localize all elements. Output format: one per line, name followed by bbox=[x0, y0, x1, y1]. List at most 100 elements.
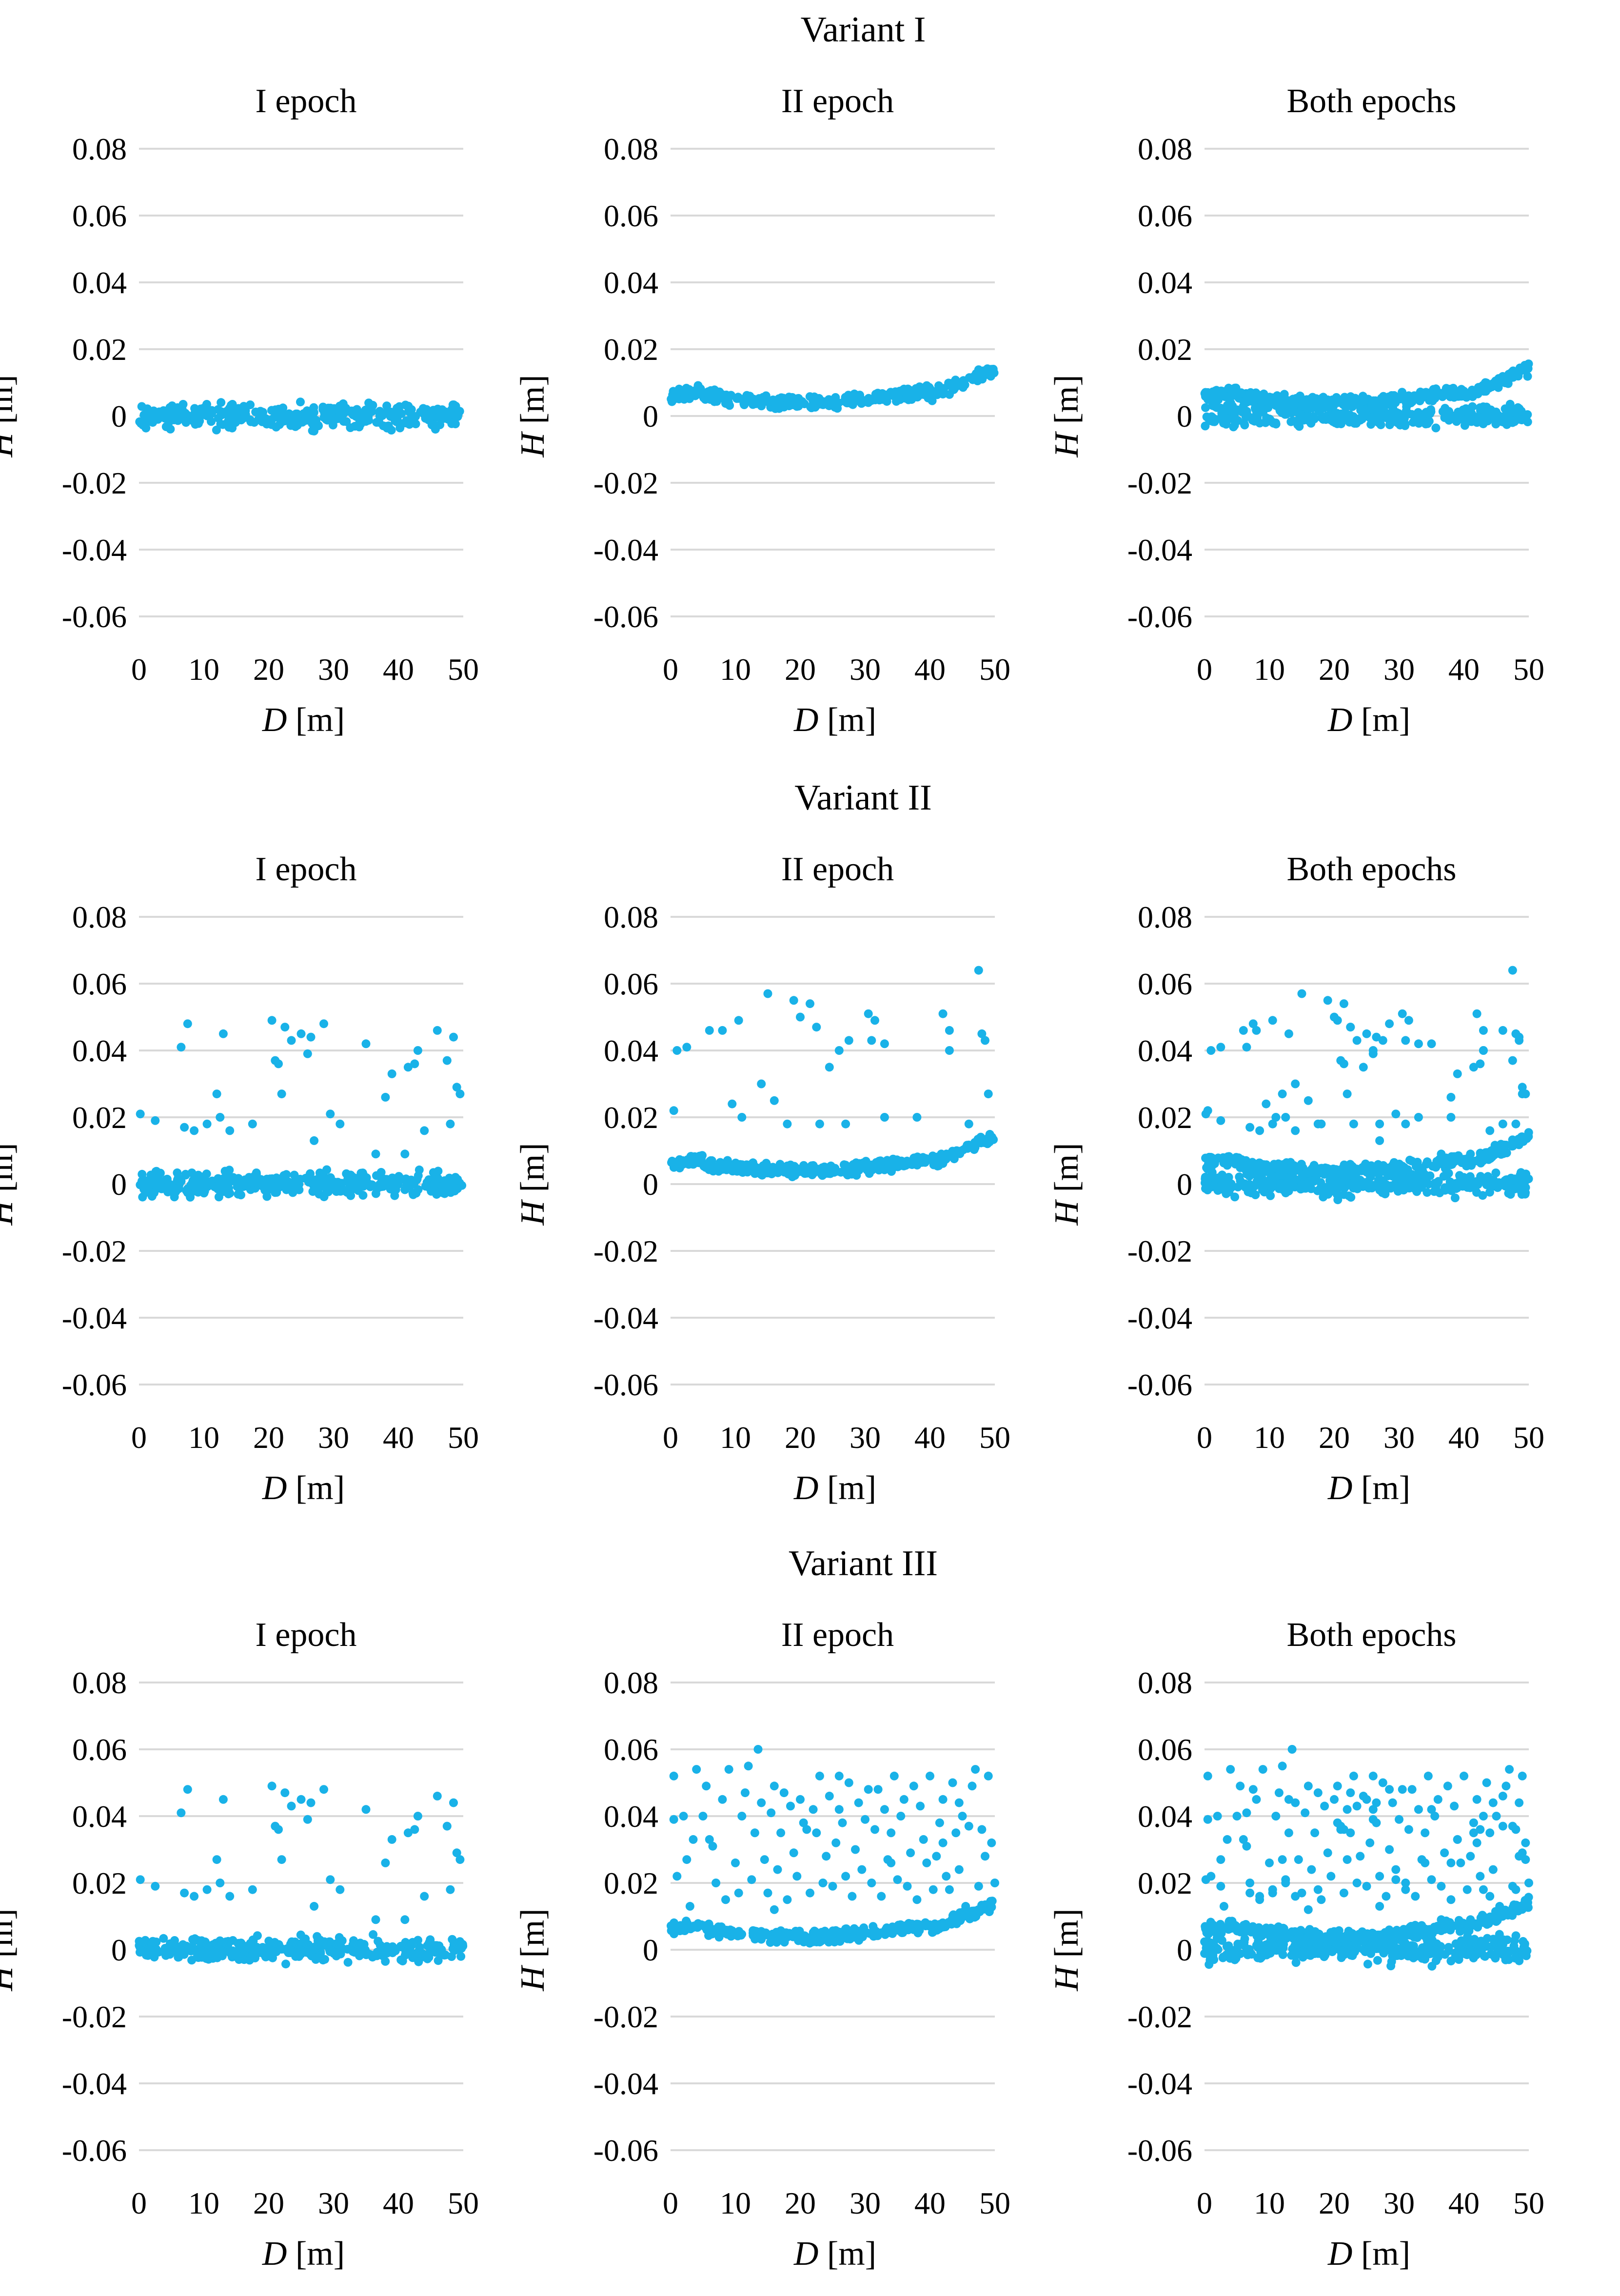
x-tick-label: 50 bbox=[448, 652, 479, 687]
data-point bbox=[1517, 406, 1526, 416]
data-point bbox=[1291, 1892, 1300, 1901]
data-point bbox=[267, 406, 276, 415]
data-point bbox=[830, 1934, 839, 1943]
data-point bbox=[1456, 1858, 1465, 1867]
data-point bbox=[407, 1948, 416, 1958]
data-point bbox=[806, 999, 814, 1009]
data-point bbox=[1404, 391, 1413, 400]
data-point bbox=[1242, 1841, 1251, 1851]
data-point bbox=[251, 407, 260, 416]
data-point bbox=[1499, 1179, 1508, 1188]
data-point bbox=[258, 408, 268, 417]
data-point bbox=[1317, 1895, 1326, 1904]
data-point bbox=[709, 392, 718, 401]
data-point bbox=[737, 395, 747, 404]
y-axis-variable: H bbox=[514, 1965, 552, 1992]
data-point bbox=[978, 1902, 987, 1911]
data-point bbox=[773, 1865, 782, 1874]
y-tick-label: 0.04 bbox=[72, 1033, 127, 1068]
data-point bbox=[271, 1187, 280, 1196]
data-point bbox=[792, 1166, 801, 1175]
data-point bbox=[825, 1063, 834, 1072]
data-point bbox=[1492, 1182, 1501, 1191]
x-tick-label: 20 bbox=[1319, 652, 1350, 687]
data-point bbox=[387, 1069, 396, 1078]
data-point bbox=[296, 1949, 306, 1959]
data-point bbox=[336, 1119, 345, 1128]
data-point bbox=[136, 1109, 145, 1119]
data-point bbox=[1345, 1170, 1354, 1179]
data-point bbox=[427, 420, 436, 430]
y-axis-variable: H bbox=[0, 1199, 20, 1226]
data-point bbox=[1385, 395, 1395, 404]
data-point bbox=[408, 1188, 417, 1198]
data-point bbox=[1260, 1161, 1269, 1170]
data-point bbox=[1437, 1915, 1446, 1924]
x-tick-label: 10 bbox=[188, 652, 219, 687]
data-point bbox=[1324, 401, 1333, 410]
x-tick-label: 50 bbox=[448, 2186, 479, 2220]
data-point bbox=[981, 1852, 989, 1861]
data-point bbox=[1208, 413, 1217, 422]
data-point bbox=[1512, 1947, 1521, 1956]
data-point bbox=[1407, 1785, 1417, 1794]
data-point bbox=[1499, 1935, 1508, 1944]
data-point bbox=[136, 1875, 145, 1884]
data-point bbox=[857, 1865, 867, 1874]
data-point bbox=[672, 1046, 682, 1055]
data-point bbox=[1255, 1895, 1264, 1904]
y-tick-label: -0.04 bbox=[1127, 2066, 1192, 2101]
data-point bbox=[751, 398, 761, 407]
data-point bbox=[841, 393, 850, 402]
data-point bbox=[1256, 1176, 1265, 1185]
data-point bbox=[218, 1795, 228, 1804]
data-point bbox=[313, 1932, 322, 1941]
data-point bbox=[178, 1940, 188, 1949]
data-point bbox=[248, 1119, 257, 1128]
data-point bbox=[1397, 1951, 1406, 1960]
y-tick-label: 0.02 bbox=[1138, 332, 1192, 367]
data-point bbox=[1266, 1949, 1275, 1958]
data-point bbox=[895, 395, 905, 404]
data-point bbox=[1245, 1879, 1255, 1887]
data-point bbox=[1524, 1128, 1533, 1137]
data-point bbox=[919, 389, 929, 398]
data-point bbox=[1375, 1872, 1384, 1881]
data-point bbox=[1428, 396, 1437, 405]
data-point bbox=[1493, 1940, 1502, 1949]
data-point bbox=[680, 389, 689, 398]
data-point bbox=[1324, 1189, 1333, 1199]
y-tick-label: 0.08 bbox=[72, 132, 127, 166]
data-point bbox=[418, 1952, 427, 1961]
data-point bbox=[138, 1169, 147, 1179]
data-point bbox=[1411, 394, 1420, 403]
data-point bbox=[446, 1119, 455, 1128]
data-point bbox=[718, 1795, 727, 1804]
data-point bbox=[1421, 1927, 1430, 1936]
data-point bbox=[296, 1029, 306, 1038]
x-axis-variable: D bbox=[262, 701, 287, 739]
data-point bbox=[1245, 1180, 1254, 1189]
data-point bbox=[376, 1182, 386, 1191]
data-point bbox=[682, 1043, 691, 1052]
x-tick-label: 30 bbox=[1383, 1420, 1415, 1455]
data-point bbox=[1304, 1177, 1314, 1187]
data-point bbox=[1458, 1182, 1467, 1191]
data-point bbox=[1347, 1162, 1357, 1171]
data-point bbox=[448, 400, 457, 410]
y-tick-label: 0.08 bbox=[1138, 1665, 1192, 1700]
data-point bbox=[1433, 1795, 1442, 1804]
data-point bbox=[727, 1163, 736, 1172]
data-point bbox=[1223, 405, 1232, 414]
data-point bbox=[828, 1881, 837, 1891]
x-axis-label: D [m] bbox=[1327, 701, 1410, 739]
data-point bbox=[1391, 1865, 1401, 1874]
data-point bbox=[1291, 1126, 1300, 1135]
data-point bbox=[1379, 411, 1388, 420]
data-point bbox=[783, 1119, 792, 1128]
data-point bbox=[1320, 1801, 1329, 1811]
y-axis-unit: [m] bbox=[514, 1143, 552, 1201]
data-point bbox=[692, 1765, 701, 1774]
data-point bbox=[750, 1828, 759, 1838]
data-point bbox=[244, 1174, 254, 1183]
